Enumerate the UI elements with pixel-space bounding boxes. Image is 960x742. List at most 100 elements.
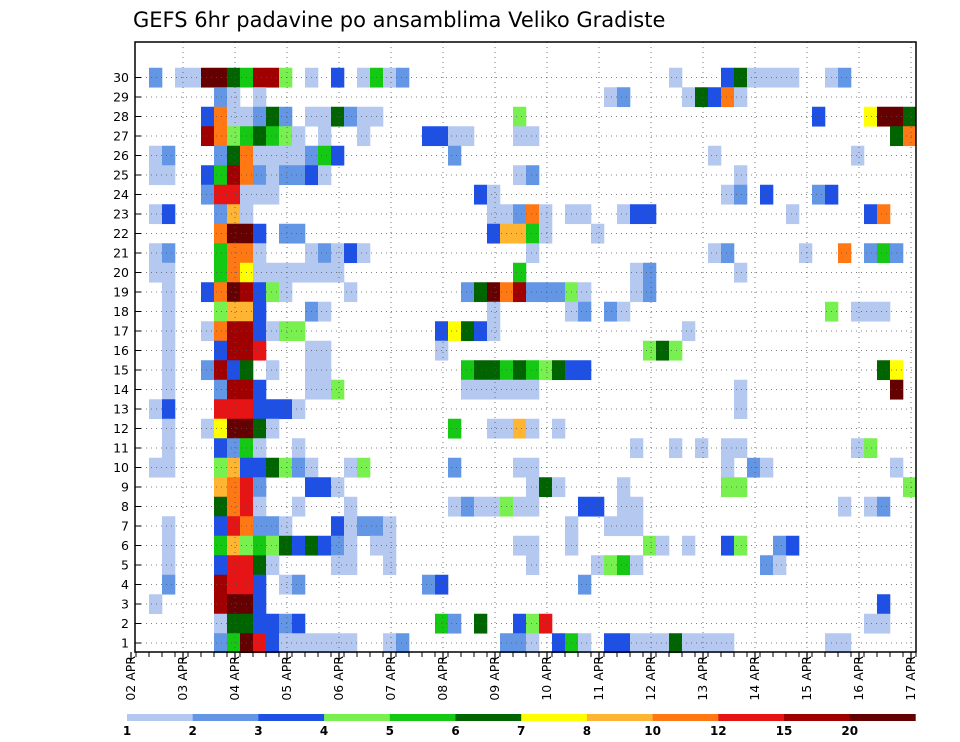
heatmap-cell (344, 633, 358, 654)
heatmap-cell (487, 321, 501, 342)
heatmap-cell (643, 262, 657, 283)
heatmap-cell (331, 243, 345, 264)
heatmap-cell (214, 438, 228, 459)
y-tick-label: 8 (121, 499, 129, 514)
heatmap-cell (227, 301, 241, 322)
heatmap-cell (227, 555, 241, 576)
heatmap-cell (292, 165, 306, 186)
heatmap-cell (552, 418, 566, 439)
heatmap-cell (734, 165, 748, 186)
heatmap-cell (201, 106, 215, 127)
x-tick-label: 11 APR (591, 656, 606, 701)
heatmap-cell (149, 399, 163, 420)
heatmap-cell (526, 477, 540, 498)
heatmap-cell (227, 594, 241, 615)
heatmap-cell (526, 379, 540, 400)
heatmap-cell (591, 496, 605, 517)
heatmap-cell (578, 574, 592, 595)
heatmap-cell (266, 184, 280, 205)
heatmap-cell (708, 243, 722, 264)
heatmap-cell (474, 379, 488, 400)
heatmap-cell (227, 165, 241, 186)
heatmap-cell (461, 496, 475, 517)
heatmap-cell (201, 321, 215, 342)
heatmap-cell (877, 594, 891, 615)
gridlines (136, 42, 916, 652)
y-tick-label: 26 (113, 148, 129, 163)
heatmap-cell (292, 613, 306, 634)
heatmap-cell (279, 145, 293, 166)
heatmap-cell (461, 360, 475, 381)
legend-swatch (258, 714, 325, 721)
heatmap-cell (344, 535, 358, 556)
y-tick-label: 6 (121, 538, 129, 553)
heatmap-cell (851, 301, 865, 322)
heatmap-cell (292, 262, 306, 283)
heatmap-cell (526, 535, 540, 556)
heatmap-cell (149, 204, 163, 225)
heatmap-cell (526, 204, 540, 225)
heatmap-cell (448, 321, 462, 342)
heatmap-cell (214, 67, 228, 88)
heatmap-cell (214, 594, 228, 615)
heatmap-cell (721, 243, 735, 264)
heatmap-cell (864, 496, 878, 517)
heatmap-cell (253, 223, 267, 244)
heatmap-cell (669, 340, 683, 361)
heatmap-cell (162, 418, 176, 439)
heatmap-cell (331, 262, 345, 283)
heatmap-cell (162, 399, 176, 420)
heatmap-cell (864, 613, 878, 634)
heatmap-cell (513, 282, 527, 303)
heatmap-cell (266, 106, 280, 127)
heatmap-cell (838, 243, 852, 264)
heatmap-cell (513, 223, 527, 244)
legend-swatch (718, 714, 785, 721)
legend-label: 3 (254, 724, 262, 738)
heatmap-cell (331, 67, 345, 88)
heatmap-cell (643, 535, 657, 556)
legend-label: 1 (123, 724, 131, 738)
heatmap-cell (877, 106, 891, 127)
heatmap-cell (877, 613, 891, 634)
x-tick-label: 04 APR (227, 656, 242, 701)
x-tick-label: 14 APR (747, 656, 762, 701)
heatmap-cell (448, 418, 462, 439)
heatmap-cell (331, 633, 345, 654)
heatmap-cell (214, 399, 228, 420)
heatmap-cell (526, 418, 540, 439)
heatmap-cell (214, 418, 228, 439)
heatmap-cell (448, 145, 462, 166)
heatmap-cell (292, 535, 306, 556)
heatmap-cell (162, 516, 176, 537)
legend-swatch (849, 714, 916, 721)
heatmap-cell (214, 477, 228, 498)
heatmap-cell (227, 574, 241, 595)
heatmap-cell (214, 457, 228, 478)
legend-label: 7 (517, 724, 525, 738)
heatmap-cell (448, 613, 462, 634)
heatmap-cell (201, 282, 215, 303)
heatmap-cell (214, 574, 228, 595)
heatmap-cell (721, 67, 735, 88)
heatmap-cell (279, 126, 293, 147)
heatmap-cell (591, 555, 605, 576)
heatmap-cell (526, 282, 540, 303)
heatmap-cell (149, 457, 163, 478)
heatmap-cell (708, 87, 722, 108)
heatmap-cell (838, 67, 852, 88)
legend-swatch (455, 714, 522, 721)
heatmap-cell (162, 204, 176, 225)
heatmap-cell (617, 555, 631, 576)
heatmap-cell (266, 282, 280, 303)
heatmap-cell (162, 262, 176, 283)
heatmap-cell (318, 633, 332, 654)
heatmap-cell (331, 379, 345, 400)
heatmap-cell (227, 438, 241, 459)
heatmap-cell (448, 457, 462, 478)
x-tick-label: 17 APR (903, 656, 918, 701)
heatmap-cell (279, 67, 293, 88)
heatmap-cell (292, 633, 306, 654)
heatmap-cell (201, 360, 215, 381)
heatmap-cell (526, 496, 540, 517)
